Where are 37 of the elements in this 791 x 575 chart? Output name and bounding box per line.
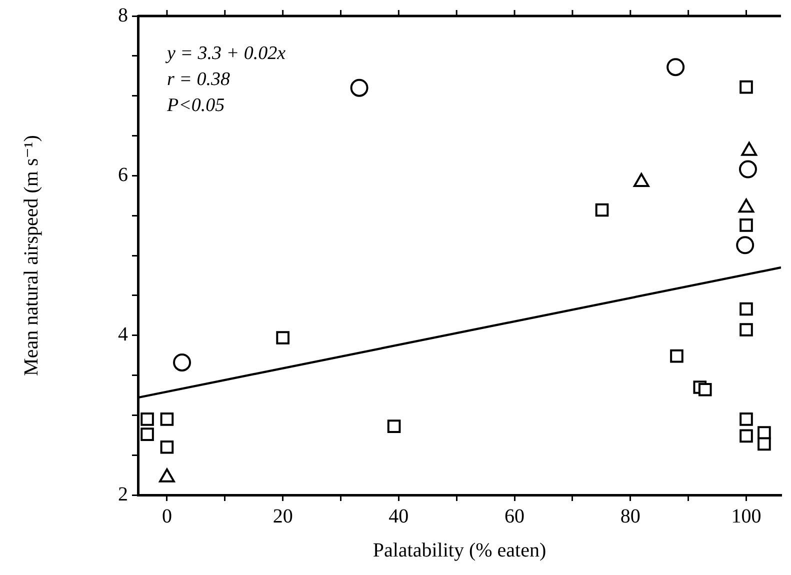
point — [698, 382, 712, 396]
point — [740, 80, 753, 94]
x-tick-label: 0 — [162, 505, 172, 528]
point — [173, 353, 192, 372]
point — [740, 302, 753, 316]
x-axis-title: Palatability (% eaten) — [372, 539, 546, 562]
x-tick-label: 80 — [620, 505, 640, 528]
point — [666, 58, 685, 76]
point — [350, 78, 368, 97]
point — [160, 412, 174, 426]
point — [738, 160, 757, 178]
point — [740, 323, 753, 336]
point — [740, 412, 753, 426]
point — [758, 426, 771, 440]
y-tick-label: 4 — [118, 324, 128, 346]
annotation: r = 0.38 — [167, 69, 230, 90]
point — [160, 440, 174, 454]
annotation: P<0.05 — [166, 95, 225, 116]
point — [758, 437, 771, 451]
x-tick-label: 60 — [504, 505, 525, 528]
annotation: y = 3.3 + 0.02x — [165, 43, 286, 64]
x-tick-label: 20 — [272, 505, 293, 528]
point — [387, 420, 401, 433]
point — [740, 429, 753, 443]
point — [140, 412, 154, 426]
y-tick-label: 2 — [118, 483, 128, 506]
y-tick-label: 6 — [118, 164, 128, 186]
point — [740, 218, 753, 232]
x-tick-label: 40 — [388, 505, 409, 528]
point — [140, 428, 154, 441]
point — [595, 203, 609, 217]
y-axis-title: Mean natural airspeed (m s⁻¹) — [20, 135, 42, 376]
point — [276, 331, 290, 344]
y-tick-label: 8 — [118, 4, 128, 26]
point — [670, 349, 684, 363]
point — [736, 236, 754, 254]
x-tick-label: 100 — [731, 505, 762, 528]
